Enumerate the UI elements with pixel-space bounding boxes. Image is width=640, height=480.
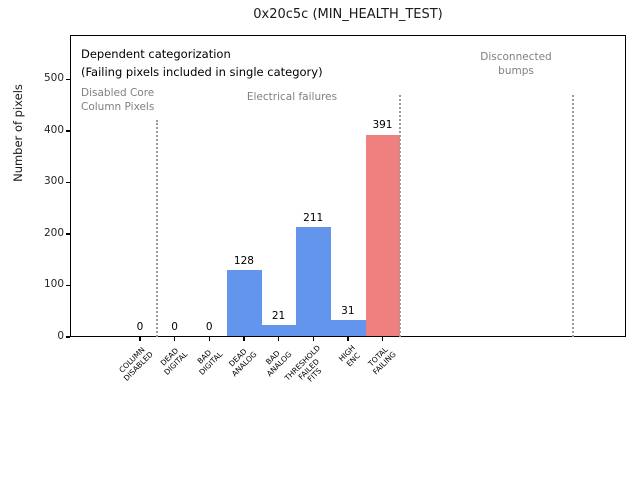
bar-value-label: 0 — [205, 321, 213, 333]
bar-value-label: 391 — [372, 119, 393, 132]
y-tick-mark — [66, 130, 70, 132]
section-separator-line — [156, 120, 159, 337]
x-tick-mark — [173, 337, 176, 341]
y-tick-label: 400 — [43, 123, 64, 136]
x-tick-mark — [243, 337, 245, 341]
x-tick-mark — [139, 337, 141, 341]
bar-bad-analog — [261, 325, 297, 336]
x-tick-label: DEAD ANALOG — [227, 346, 259, 378]
bar-value-label: 0 — [136, 321, 144, 333]
x-tick-label: HIGH ENC — [336, 343, 362, 369]
disabled-core-column-pixels-label: Disabled Core Column Pixels — [81, 87, 155, 113]
x-tick-mark — [312, 337, 314, 341]
x-tick-label: THRESHOLD FAILED FITS — [282, 343, 324, 384]
bar-dead-analog — [227, 270, 262, 336]
y-tick-label: 0 — [57, 330, 64, 342]
y-tick-mark — [66, 181, 70, 184]
bar-threshold-failed-fits — [296, 227, 331, 336]
section-separator-line — [572, 95, 574, 337]
bar-value-label: 31 — [341, 305, 355, 318]
bar-value-label: 211 — [303, 212, 324, 225]
bar-value-label: 0 — [171, 321, 178, 333]
y-tick-mark — [66, 233, 70, 235]
x-tick-label: BAD DIGITAL — [195, 347, 224, 377]
y-tick-label: 500 — [43, 72, 64, 85]
x-tick-label: DEAD DIGITAL — [158, 346, 190, 377]
disconnected-bumps-label: Disconnected bumps — [480, 51, 552, 77]
section-separator-line — [398, 95, 401, 337]
y-tick-label: 200 — [43, 226, 64, 239]
bar-value-label: 21 — [271, 310, 286, 323]
x-tick-label: TOTAL FAILING — [366, 345, 398, 377]
x-tick-label: COLUMN DISABLED — [117, 345, 155, 383]
x-tick-mark — [208, 337, 210, 341]
bar-total-failing — [365, 134, 401, 336]
y-tick-mark — [66, 336, 70, 338]
bar-high-enc — [331, 320, 366, 336]
x-tick-mark — [347, 337, 349, 341]
y-tick-mark — [66, 78, 70, 80]
bar-value-label: 128 — [233, 255, 254, 268]
y-tick-mark — [66, 284, 70, 287]
x-tick-mark — [381, 337, 384, 341]
dependent-categorization-note: Dependent categorization (Failing pixels… — [81, 47, 323, 79]
electrical-failures-label: Electrical failures — [246, 91, 338, 103]
x-tick-mark — [277, 337, 280, 341]
y-tick-label: 300 — [43, 175, 64, 188]
plot-area — [70, 35, 626, 337]
y-tick-label: 100 — [43, 278, 64, 291]
chart-title: 0x20c5c (MIN_HEALTH_TEST) — [253, 7, 443, 22]
